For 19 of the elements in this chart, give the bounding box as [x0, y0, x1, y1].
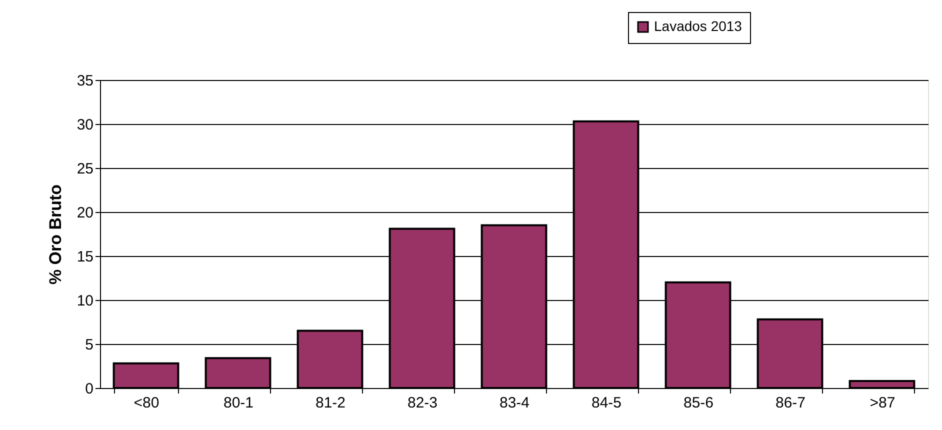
y-tick-label: 20: [76, 204, 94, 222]
x-tick-label: 83-4: [499, 394, 530, 412]
y-tick-label: 25: [76, 160, 94, 178]
x-tick-label: 86-7: [775, 394, 806, 412]
x-tick-label: 85-6: [683, 394, 714, 412]
y-tick-label: 10: [76, 292, 94, 310]
legend-label: Lavados 2013: [654, 18, 742, 34]
x-tick-label: <80: [134, 394, 160, 412]
y-tick-label: 0: [85, 380, 94, 398]
y-axis-title: % Oro Bruto: [46, 184, 65, 285]
x-tick-label: 80-1: [223, 394, 254, 412]
x-tick-label: 84-5: [591, 394, 622, 412]
x-tick-label: >87: [870, 394, 896, 412]
y-tick-label: 15: [76, 248, 94, 266]
x-tick-label: 82-3: [407, 394, 438, 412]
x-tick-label: 81-2: [315, 394, 346, 412]
y-tick-label: 35: [76, 72, 94, 90]
y-tick-label: 30: [76, 116, 94, 134]
y-tick-label: 5: [85, 336, 94, 354]
